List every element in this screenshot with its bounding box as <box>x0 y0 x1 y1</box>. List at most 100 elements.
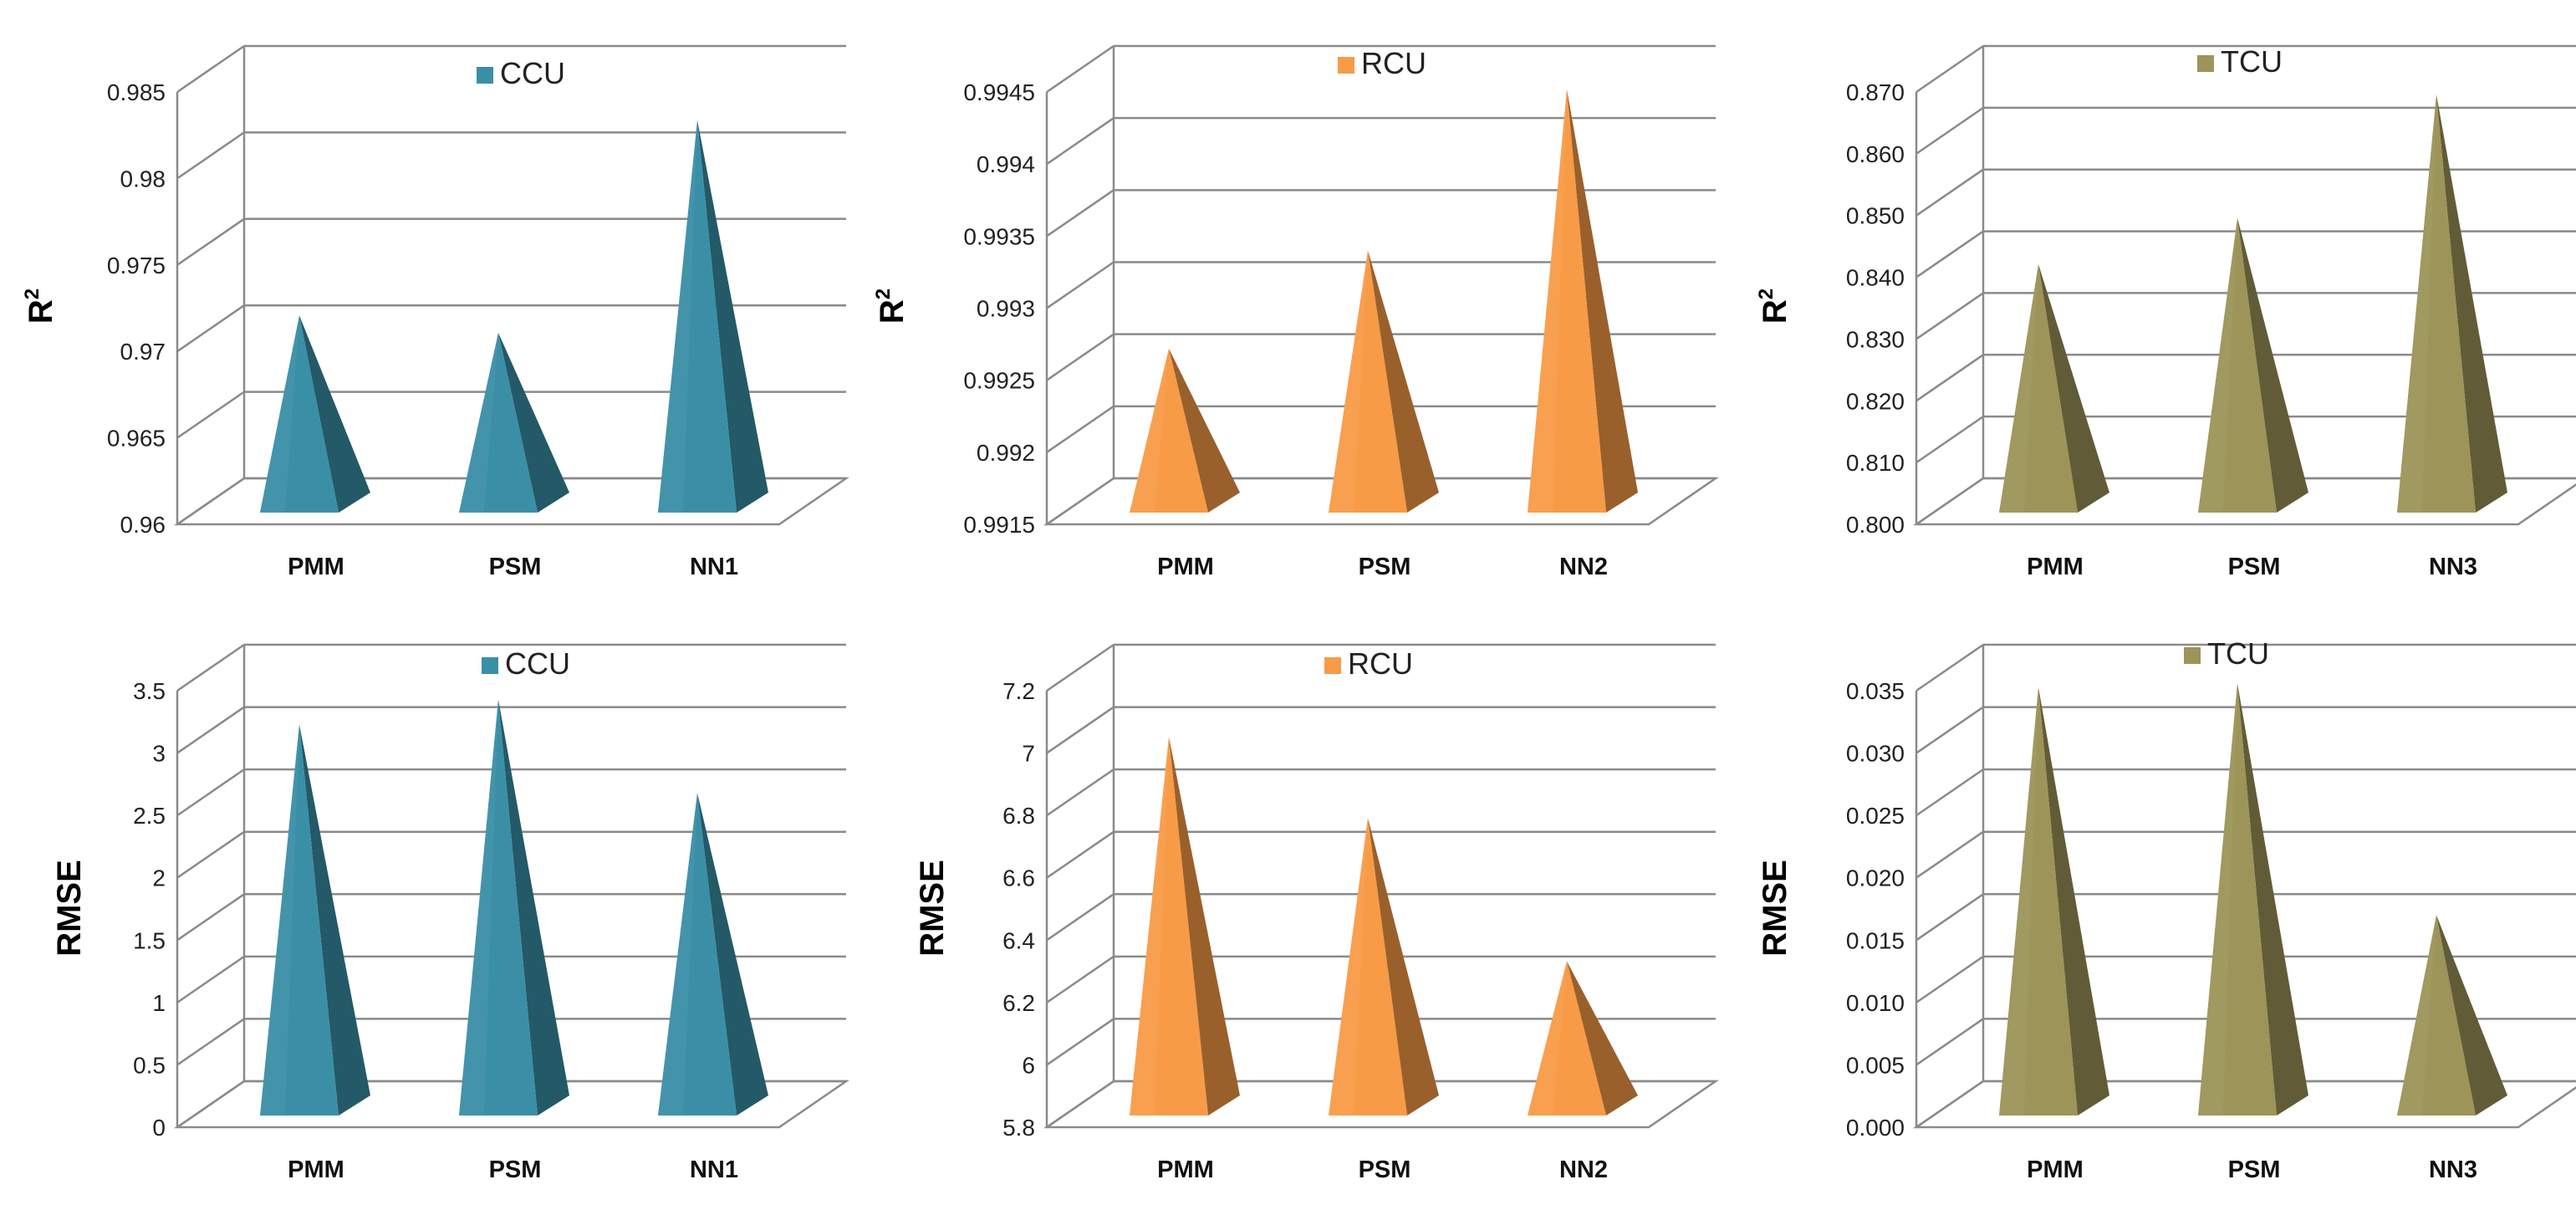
x-category-label: NN1 <box>690 1156 738 1183</box>
y-tick-label: 0.96 <box>120 512 166 538</box>
y-tick-label: 0.000 <box>1846 1115 1905 1141</box>
pyramid-side-face <box>299 315 370 513</box>
y-tick-label: 0.810 <box>1846 450 1905 476</box>
pyramid-highlight <box>260 724 299 1116</box>
x-category-label: NN1 <box>690 554 738 580</box>
y-axis-title: R2 <box>872 288 911 324</box>
pyramid-highlight <box>1999 687 2038 1116</box>
chart-panel-6: 0.000 0.005 0.010 0.015 0.020 0.025 0.030 0.035… <box>1757 636 2576 1183</box>
pyramid-bar-pmm <box>1130 348 1240 513</box>
x-category-label: PMM <box>2027 1156 2084 1183</box>
legend: RCU <box>1338 46 1426 80</box>
side-wall-line <box>176 217 245 266</box>
y-axis-title: R2 <box>1755 288 1793 324</box>
y-tick-label: 0.005 <box>1846 1052 1905 1078</box>
side-wall-line <box>1915 1018 1984 1066</box>
pyramid-highlight <box>1130 348 1169 513</box>
pyramid-highlight <box>1528 961 1567 1116</box>
y-tick-label: 0.985 <box>107 79 166 105</box>
x-category-label: NN2 <box>1559 1156 1608 1183</box>
x-category-label: PSM <box>489 554 542 580</box>
y-tick-label: 0.850 <box>1846 203 1905 229</box>
side-wall-line <box>1915 477 1984 526</box>
pyramid-highlight <box>459 332 498 513</box>
side-wall-line <box>1915 44 1984 94</box>
y-tick-label: 0 <box>152 1115 166 1141</box>
side-wall-line <box>1915 830 1984 879</box>
legend-label: RCU <box>1348 646 1413 681</box>
y-tick-label: 6.8 <box>1002 803 1035 829</box>
side-wall-line <box>1915 354 1984 402</box>
x-category-label: PSM <box>2228 1156 2281 1183</box>
pyramid-highlight <box>2397 915 2436 1116</box>
pyramid-side-face <box>1169 737 1240 1116</box>
pyramid-side-face <box>1567 89 1638 513</box>
side-wall-line <box>1915 292 1984 340</box>
x-category-label: NN3 <box>2429 554 2477 580</box>
legend-swatch <box>477 67 493 84</box>
y-axis-title: RMSE <box>1757 860 1793 957</box>
side-wall-line <box>176 830 245 879</box>
y-axis-title: R2 <box>21 288 59 324</box>
legend-label: CCU <box>500 56 565 90</box>
y-tick-label: 0.98 <box>120 166 166 191</box>
y-tick-label: 3 <box>152 741 166 767</box>
pyramid-side-face <box>1567 961 1638 1116</box>
y-axis-title: RMSE <box>51 860 88 957</box>
side-wall-line <box>176 955 245 1003</box>
y-tick-label: 0.800 <box>1846 512 1905 538</box>
pyramid-highlight <box>2198 682 2237 1116</box>
chart-panel-4: 0 0.5 1 1.5 2 2.5 3 3.5 PMM PSM NN1 RMSE CCU <box>51 643 850 1183</box>
x-category-label: PMM <box>1157 1156 1214 1183</box>
side-wall-line <box>1915 706 1984 754</box>
pyramid-bar-pmm <box>1999 687 2109 1116</box>
y-tick-label: 0.992 <box>977 440 1035 466</box>
y-tick-label: 0.965 <box>107 426 166 452</box>
pyramid-side-face <box>299 724 370 1116</box>
pyramid-bar-nn3 <box>2397 915 2507 1116</box>
pyramid-bar-psm <box>2198 682 2308 1116</box>
pyramid-bar-nn3 <box>2397 94 2507 513</box>
x-category-label: NN3 <box>2429 1156 2477 1183</box>
side-wall-line <box>1046 830 1115 879</box>
side-wall-line <box>1046 405 1115 453</box>
legend-label: CCU <box>505 646 570 681</box>
side-wall-line <box>176 391 245 439</box>
side-wall-line <box>1915 768 1984 817</box>
pyramid-bar-nn1 <box>658 120 768 513</box>
legend: CCU <box>477 56 565 90</box>
pyramid-bar-psm <box>459 332 569 513</box>
pyramid-side-face <box>2436 94 2507 513</box>
side-wall-line <box>176 893 245 942</box>
side-wall-line <box>1915 106 1984 155</box>
legend: TCU <box>2184 636 2269 671</box>
y-tick-label: 3.5 <box>133 678 166 704</box>
y-tick-label: 0.975 <box>107 253 166 278</box>
pyramid-bar-nn2 <box>1528 89 1638 513</box>
y-tick-label: 0.993 <box>977 296 1035 322</box>
y-tick-label: 6.4 <box>1002 927 1035 953</box>
side-wall-line <box>1915 955 1984 1003</box>
chart-panel-1: 0.96 0.965 0.97 0.975 0.98 0.985 PMM PSM NN1 R2 CC… <box>21 44 850 580</box>
side-wall-line <box>176 477 245 526</box>
pyramid-side-face <box>2237 682 2308 1116</box>
y-tick-label: 6.6 <box>1002 865 1035 891</box>
pyramid-bar-psm <box>1329 250 1439 513</box>
pyramid-bar-psm <box>459 699 569 1116</box>
x-category-label: PSM <box>489 1156 542 1183</box>
pyramid-highlight <box>2397 94 2436 513</box>
side-wall-line <box>176 643 245 692</box>
y-tick-label: 2 <box>152 865 166 891</box>
pyramid-highlight <box>1329 818 1368 1116</box>
side-wall-line <box>176 44 245 94</box>
pyramid-side-face <box>697 120 768 513</box>
pyramid-side-face <box>1368 818 1439 1116</box>
side-wall-line <box>1915 416 1984 464</box>
pyramid-highlight <box>1130 737 1169 1116</box>
side-wall-line <box>1046 768 1115 817</box>
side-wall-line <box>176 304 245 353</box>
side-wall-line <box>176 768 245 817</box>
y-tick-label: 1.5 <box>133 927 166 953</box>
pyramid-side-face <box>498 332 569 513</box>
